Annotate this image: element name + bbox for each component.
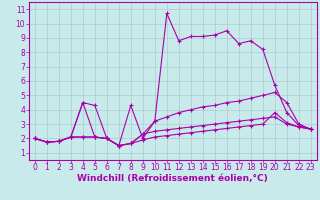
X-axis label: Windchill (Refroidissement éolien,°C): Windchill (Refroidissement éolien,°C): [77, 174, 268, 183]
